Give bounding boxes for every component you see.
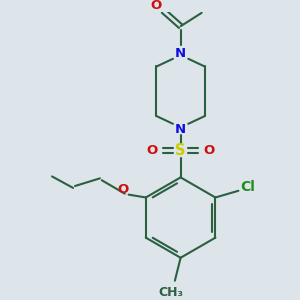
Text: O: O <box>150 0 161 12</box>
Text: CH₃: CH₃ <box>158 286 184 299</box>
Text: O: O <box>117 183 128 196</box>
Text: O: O <box>204 144 215 157</box>
Text: S: S <box>176 143 186 158</box>
Text: O: O <box>146 144 158 157</box>
Text: N: N <box>175 123 186 136</box>
Text: N: N <box>175 46 186 59</box>
Text: Cl: Cl <box>241 180 255 194</box>
